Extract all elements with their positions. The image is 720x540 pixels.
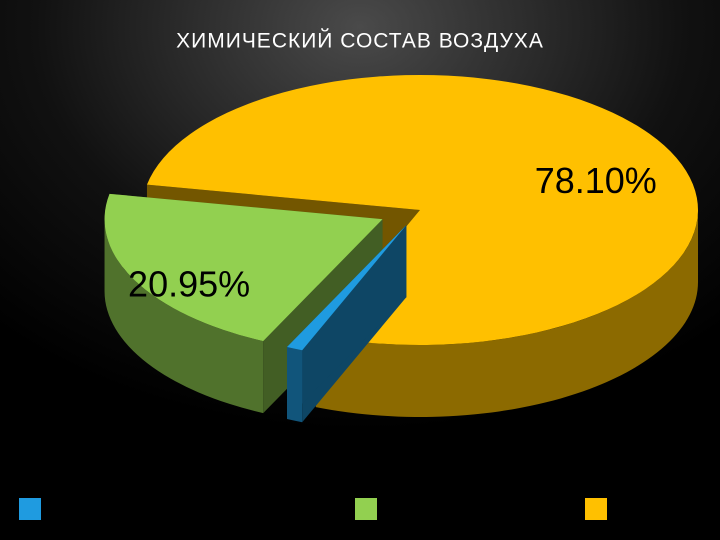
legend-swatch (19, 498, 41, 520)
slice-wall (104, 219, 264, 414)
pie: 20.95% 78.10% (104, 75, 698, 423)
slice-wall (286, 347, 303, 423)
slice-side (286, 225, 407, 420)
data-label: 20.95% (128, 263, 250, 304)
legend-swatch (355, 498, 377, 520)
data-label: 78.10% (535, 160, 657, 201)
legend-swatch (585, 498, 607, 520)
slice-top (104, 193, 383, 342)
legend (19, 498, 607, 520)
slice (286, 225, 407, 423)
slice-top (286, 225, 407, 351)
slice-top (146, 75, 698, 345)
chart-title: ХИМИЧЕСКИЙ СОСТАВ ВОЗДУХА (176, 29, 544, 53)
slice-wall (315, 210, 698, 417)
